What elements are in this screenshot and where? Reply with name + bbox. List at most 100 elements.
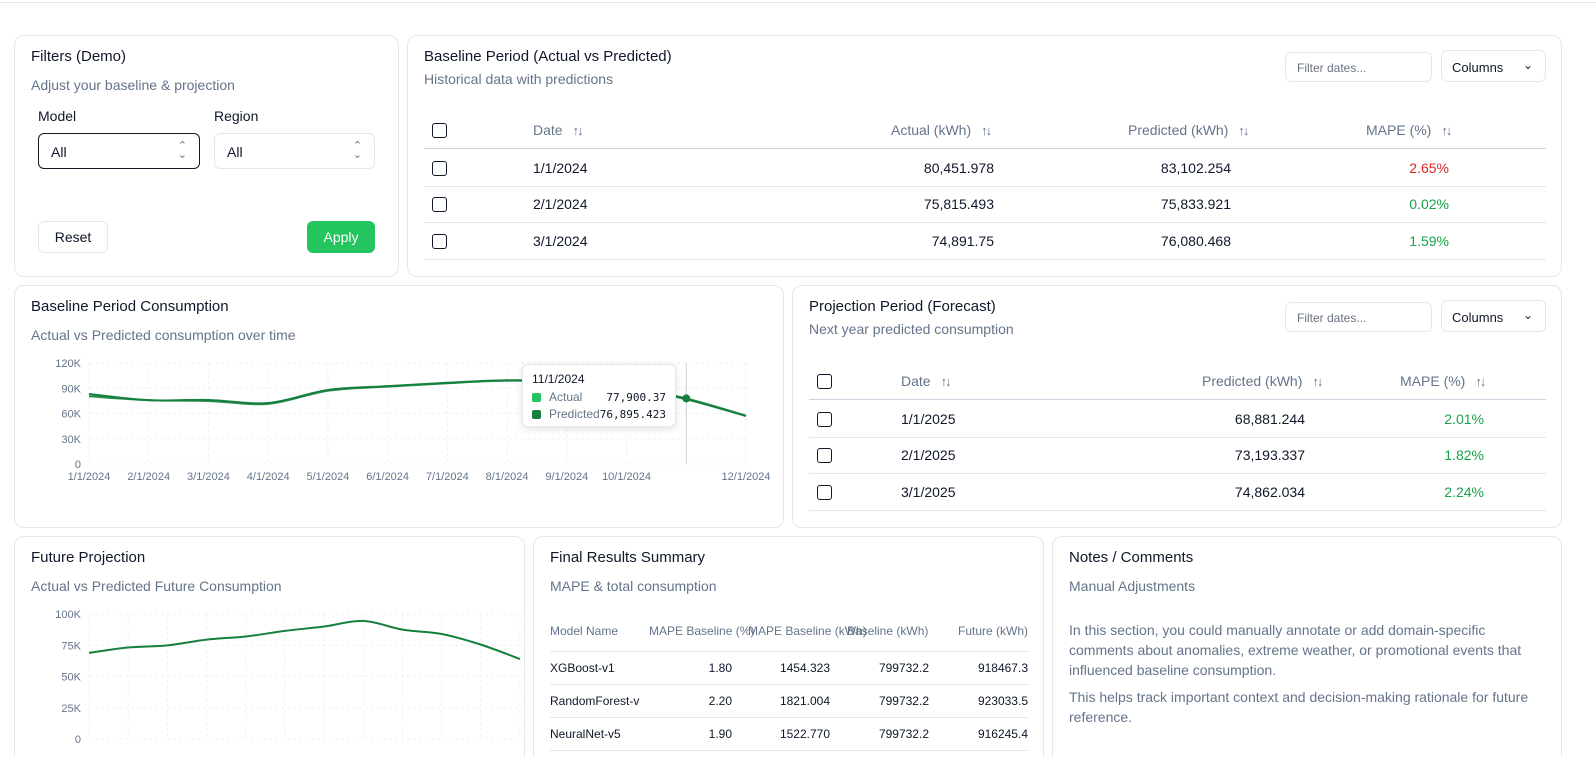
filters-title: Filters (Demo) <box>31 48 127 65</box>
baseline-table: Date ↑↓ Actual (kWh) ↑↓ Predicted (kWh) ↑↓ … <box>424 112 1546 262</box>
header-mape-label: MAPE (%) <box>1366 122 1432 138</box>
header-mape[interactable]: MAPE (%) ↑↓ <box>1400 363 1486 400</box>
sort-icon: ↑↓ <box>1441 123 1452 138</box>
baseline-table-card: Baseline Period (Actual vs Predicted) Hi… <box>407 35 1562 277</box>
y-tick-label: 60K <box>61 409 81 421</box>
cell-predicted: 73,193.337 <box>1234 447 1305 463</box>
future-chart-title: Future Projection <box>31 549 146 566</box>
filters-subtitle: Adjust your baseline & projection <box>31 77 235 93</box>
header-model-name: Model Name <box>550 624 619 638</box>
filter-dates-input[interactable]: Filter dates... <box>1285 302 1432 332</box>
columns-button[interactable]: Columns ⌄ <box>1441 300 1546 332</box>
row-checkbox[interactable] <box>432 161 447 176</box>
table-header-row: Date ↑↓ Predicted (kWh) ↑↓ MAPE (%) ↑↓ <box>809 363 1546 400</box>
notes-subtitle: Manual Adjustments <box>1069 578 1196 594</box>
future-projection-chart[interactable]: 0 25K 50K 75K 100K <box>15 605 525 755</box>
cell-mape-kwh: 1522.770 <box>779 727 830 741</box>
model-select-value: All <box>51 144 67 160</box>
x-tick-label: 10/1/2024 <box>602 471 651 483</box>
cell-date: 1/1/2024 <box>533 160 588 176</box>
baseline-chart-title: Baseline Period Consumption <box>31 298 229 315</box>
filter-dates-input[interactable]: Filter dates... <box>1285 52 1432 82</box>
cell-mape-pct: 2.20 <box>708 694 732 708</box>
y-tick-label: 30K <box>61 434 81 446</box>
cell-predicted: 74,862.034 <box>1234 484 1305 500</box>
cell-mape: 1.82% <box>1444 447 1484 463</box>
notes-card: Notes / Comments Manual Adjustments In t… <box>1052 536 1562 757</box>
table-row: RandomForest-v 2.20 1821.004 799732.2 92… <box>550 685 1028 718</box>
row-checkbox[interactable] <box>817 412 832 427</box>
cell-baseline: 799732.2 <box>878 694 929 708</box>
projection-table: Date ↑↓ Predicted (kWh) ↑↓ MAPE (%) ↑↓ 1/1/… <box>809 363 1546 513</box>
table-row: 1/1/2025 68,881.244 2.01% <box>809 401 1546 438</box>
row-checkbox[interactable] <box>432 234 447 249</box>
header-date[interactable]: Date ↑↓ <box>901 363 952 400</box>
table-header-row: Model Name MAPE Baseline (%) MAPE Baseli… <box>550 611 1028 652</box>
cell-mape-kwh: 1821.004 <box>779 694 830 708</box>
cell-actual: 75,815.493 <box>923 196 994 212</box>
summary-card: Final Results Summary MAPE & total consu… <box>533 536 1044 757</box>
notes-paragraph: This helps track important context and d… <box>1069 689 1529 725</box>
y-tick-label: 75K <box>61 640 81 652</box>
future-chart-card: Future Projection Actual vs Predicted Fu… <box>14 536 525 757</box>
actual-legend-swatch <box>532 393 541 402</box>
cell-predicted: 76,080.468 <box>1160 233 1231 249</box>
cell-predicted: 68,881.244 <box>1234 411 1305 427</box>
y-tick-label: 0 <box>75 459 81 471</box>
tooltip-predicted-value: 76,895.423 <box>599 408 666 421</box>
series-line-predicted <box>88 619 521 660</box>
tooltip-actual-value: 77,900.37 <box>606 391 666 404</box>
apply-button[interactable]: Apply <box>307 221 375 253</box>
region-select[interactable]: All ⌃ ⌄ <box>214 133 375 169</box>
table-row: 2/1/2024 75,815.493 75,833.921 0.02% <box>424 186 1546 223</box>
x-tick-label: 3/1/2024 <box>187 471 230 483</box>
notes-paragraph: In this section, you could manually anno… <box>1069 622 1522 678</box>
table-row: XGBoost-v1 1.80 1454.323 799732.2 918467… <box>550 652 1028 685</box>
chevron-updown-icon: ⌃ ⌄ <box>352 140 362 161</box>
projection-table-title: Projection Period (Forecast) <box>809 298 996 315</box>
baseline-consumption-chart[interactable]: 0 30K 60K 90K 120K 1/1/2024 2/1/2024 3/1/2024 4/… <box>15 356 775 496</box>
summary-title: Final Results Summary <box>550 549 706 566</box>
cell-baseline: 799732.2 <box>878 727 929 741</box>
model-select[interactable]: All ⌃ ⌄ <box>38 133 200 169</box>
header-mape[interactable]: MAPE (%) ↑↓ <box>1366 112 1452 149</box>
cell-mape: 2.65% <box>1409 160 1449 176</box>
cell-date: 3/1/2025 <box>901 484 956 500</box>
sort-icon: ↑↓ <box>1475 374 1486 389</box>
header-date-label: Date <box>533 122 563 138</box>
cell-predicted: 75,833.921 <box>1160 196 1231 212</box>
cell-actual: 74,891.75 <box>931 233 994 249</box>
row-checkbox[interactable] <box>817 485 832 500</box>
cell-date: 2/1/2024 <box>533 196 588 212</box>
header-predicted-label: Predicted (kWh) <box>1202 373 1303 389</box>
table-row: 3/1/2024 74,891.75 76,080.468 1.59% <box>424 223 1546 260</box>
row-checkbox[interactable] <box>817 448 832 463</box>
x-tick-label: 9/1/2024 <box>545 471 588 483</box>
predicted-legend-swatch <box>532 410 541 419</box>
header-actual[interactable]: Actual (kWh) ↑↓ <box>891 112 992 149</box>
cell-date: 1/1/2025 <box>901 411 956 427</box>
table-header-row: Date ↑↓ Actual (kWh) ↑↓ Predicted (kWh) ↑↓ … <box>424 112 1546 149</box>
select-all-checkbox[interactable] <box>817 374 832 389</box>
cell-date: 3/1/2024 <box>533 233 588 249</box>
header-predicted[interactable]: Predicted (kWh) ↑↓ <box>1128 112 1249 149</box>
table-row: 1/1/2024 80,451.978 83,102.254 2.65% <box>424 150 1546 187</box>
header-date[interactable]: Date ↑↓ <box>533 112 584 149</box>
header-mape-label: MAPE (%) <box>1400 373 1466 389</box>
reset-button[interactable]: Reset <box>38 221 108 253</box>
header-mape-baseline-kwh: MAPE Baseline (kWh) <box>748 624 867 638</box>
columns-button[interactable]: Columns ⌄ <box>1441 50 1546 82</box>
cell-actual: 80,451.978 <box>923 160 994 176</box>
baseline-chart-subtitle: Actual vs Predicted consumption over tim… <box>31 327 296 343</box>
y-tick-label: 25K <box>61 703 81 715</box>
y-tick-label: 120K <box>55 358 81 370</box>
cell-mape: 1.59% <box>1409 233 1449 249</box>
future-chart-subtitle: Actual vs Predicted Future Consumption <box>31 578 282 594</box>
select-all-checkbox[interactable] <box>432 123 447 138</box>
region-label: Region <box>214 108 259 124</box>
cell-mape: 2.24% <box>1444 484 1484 500</box>
baseline-table-subtitle: Historical data with predictions <box>424 71 614 87</box>
x-tick-label: 5/1/2024 <box>306 471 349 483</box>
header-predicted[interactable]: Predicted (kWh) ↑↓ <box>1202 363 1323 400</box>
row-checkbox[interactable] <box>432 197 447 212</box>
